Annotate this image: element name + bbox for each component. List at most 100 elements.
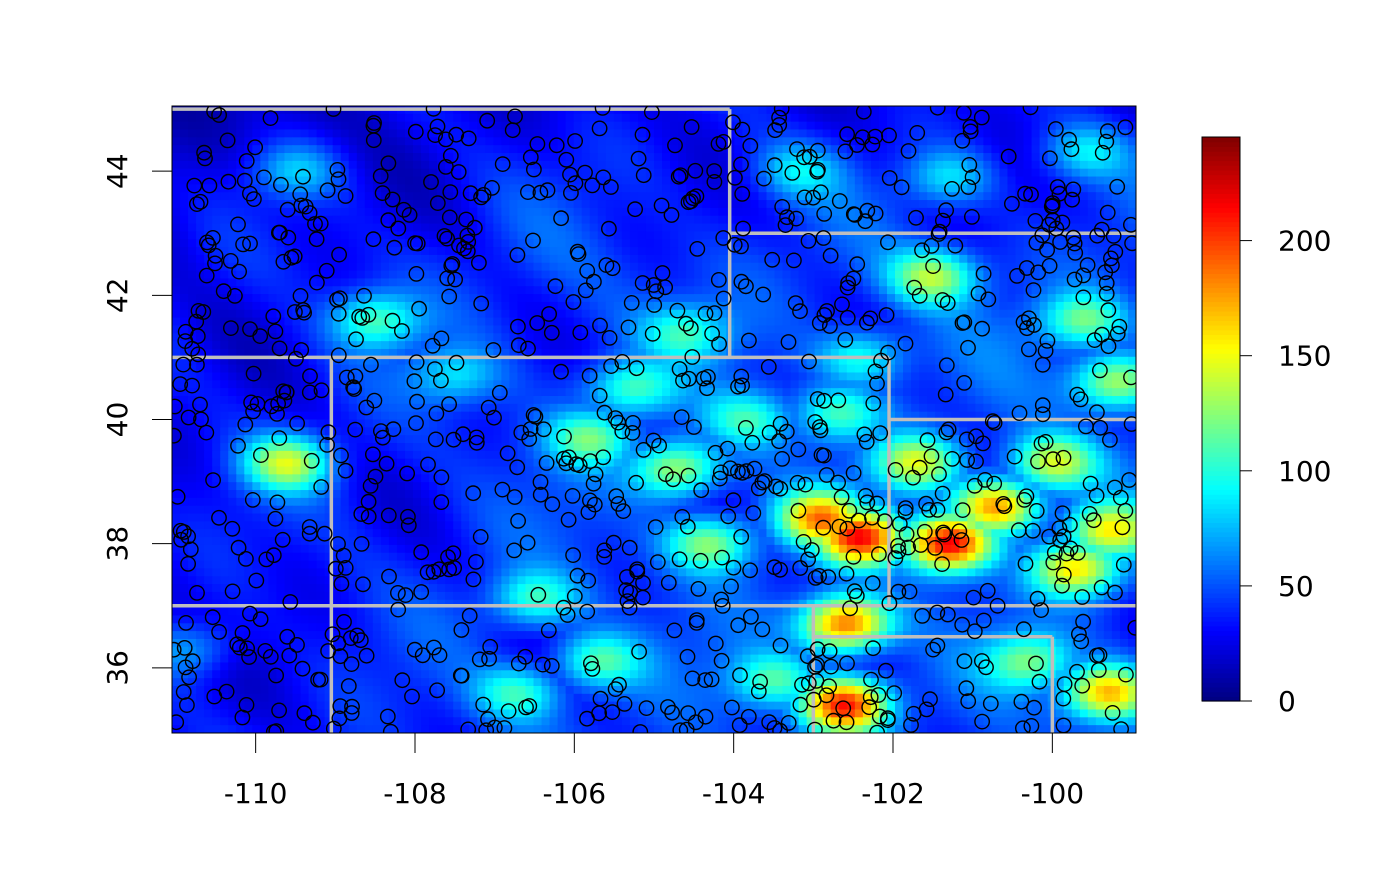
- heat-cell: [822, 113, 832, 123]
- heat-cell: [597, 137, 607, 146]
- heat-cell: [766, 223, 776, 232]
- heat-cell: [846, 215, 856, 225]
- heat-cell: [822, 380, 832, 389]
- heat-cell: [324, 364, 334, 374]
- heat-cell: [1103, 270, 1113, 280]
- heat-cell: [742, 333, 751, 342]
- heat-cell: [750, 348, 760, 358]
- heat-cell: [621, 153, 631, 162]
- heat-cell: [517, 317, 527, 327]
- heat-cell: [1111, 176, 1121, 185]
- heat-cell: [1127, 325, 1136, 334]
- heat-cell: [1047, 403, 1057, 413]
- heat-cell: [461, 254, 470, 264]
- heat-cell: [1007, 333, 1017, 342]
- heat-cell: [308, 317, 318, 327]
- heat-cell: [670, 278, 679, 287]
- heat-cell: [461, 356, 470, 366]
- heat-cell: [878, 137, 888, 146]
- heat-cell: [348, 380, 358, 389]
- heat-cell: [854, 106, 864, 115]
- heat-cell: [244, 286, 253, 295]
- heat-cell: [421, 247, 430, 256]
- heat-cell: [742, 270, 751, 280]
- heat-cell: [188, 223, 197, 232]
- heat-cell: [404, 192, 414, 201]
- heat-cell: [372, 262, 382, 272]
- heat-cell: [1047, 168, 1057, 178]
- heat-cell: [710, 380, 719, 389]
- heat-cell: [332, 121, 342, 131]
- heat-cell: [991, 309, 1001, 319]
- heat-cell: [525, 325, 535, 334]
- heat-cell: [878, 200, 888, 209]
- heat-cell: [927, 184, 936, 193]
- heat-cell: [943, 254, 952, 264]
- heat-cell: [1111, 348, 1121, 358]
- heat-cell: [846, 317, 856, 327]
- heat-cell: [581, 113, 591, 123]
- heat-cell: [686, 137, 695, 146]
- heat-cell: [228, 254, 237, 264]
- heat-cell: [348, 301, 358, 311]
- heat-cell: [1047, 317, 1057, 327]
- heat-cell: [662, 301, 671, 311]
- heat-cell: [951, 239, 960, 248]
- heat-cell: [469, 364, 478, 374]
- heat-cell: [758, 121, 768, 131]
- heat-cell: [710, 153, 719, 162]
- heat-cell: [260, 223, 269, 232]
- heat-cell: [533, 294, 543, 303]
- heat-cell: [621, 129, 631, 138]
- heat-cell: [485, 215, 494, 225]
- heat-cell: [637, 325, 647, 334]
- heat-cell: [758, 403, 768, 413]
- heat-cell: [236, 325, 245, 334]
- heat-cell: [268, 356, 278, 366]
- heat-cell: [790, 200, 800, 209]
- heat-cell: [1023, 301, 1033, 311]
- heat-cell: [999, 333, 1009, 342]
- heat-cell: [886, 121, 896, 131]
- heat-cell: [782, 278, 792, 287]
- heat-cell: [991, 270, 1001, 280]
- heat-cell: [919, 301, 928, 311]
- heat-cell: [758, 215, 768, 225]
- heat-cell: [951, 254, 960, 264]
- heat-cell: [421, 129, 430, 138]
- heat-cell: [870, 239, 880, 248]
- heat-cell: [485, 168, 494, 178]
- heat-cell: [846, 309, 856, 319]
- heat-cell: [637, 348, 647, 358]
- heat-cell: [276, 411, 286, 421]
- heat-cell: [1111, 137, 1121, 146]
- heat-cell: [172, 301, 181, 311]
- heat-cell: [172, 403, 181, 413]
- heat-cell: [501, 176, 510, 185]
- heat-cell: [1071, 317, 1081, 327]
- heat-cell: [244, 254, 253, 264]
- heat-cell: [565, 223, 575, 232]
- heat-cell: [846, 372, 856, 381]
- heat-cell: [525, 270, 535, 280]
- heat-cell: [421, 207, 430, 217]
- heat-cell: [196, 231, 205, 240]
- heat-cell: [565, 137, 575, 146]
- heat-cell: [1119, 262, 1129, 272]
- heat-cell: [943, 231, 952, 240]
- heat-cell: [461, 403, 470, 413]
- heat-cell: [180, 372, 189, 381]
- heat-cell: [1119, 411, 1129, 421]
- heat-cell: [236, 262, 245, 272]
- heat-cell: [830, 239, 840, 248]
- heat-cell: [228, 153, 237, 162]
- heat-cell: [694, 113, 703, 123]
- heat-cell: [469, 309, 478, 319]
- heat-cell: [1023, 176, 1033, 185]
- heat-cell: [678, 168, 687, 178]
- heat-cell: [1047, 395, 1057, 405]
- heat-cell: [388, 200, 398, 209]
- heat-cell: [734, 427, 743, 436]
- heat-cell: [678, 184, 687, 193]
- heat-cell: [798, 137, 808, 146]
